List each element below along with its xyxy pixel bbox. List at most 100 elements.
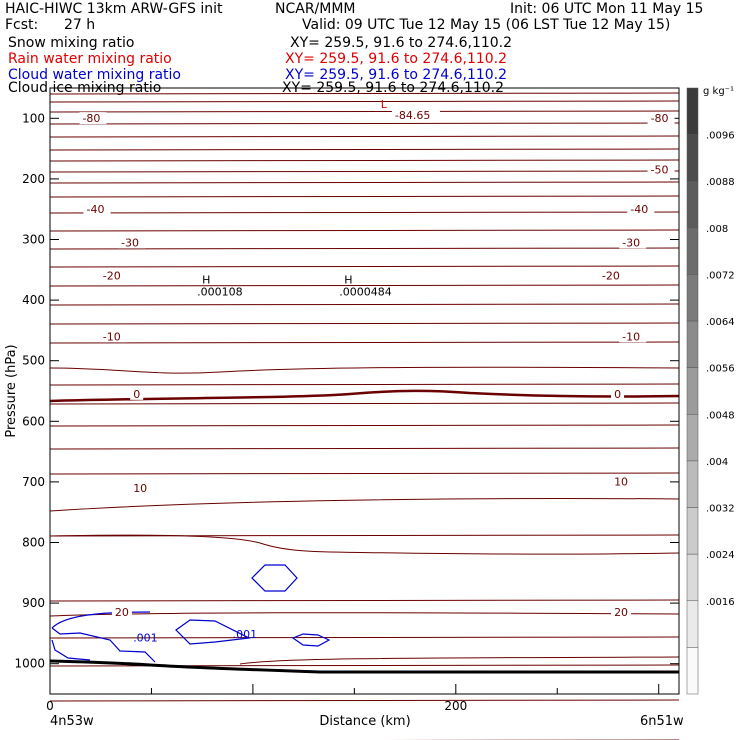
isotherm-line xyxy=(239,656,680,665)
isotherm-line xyxy=(49,472,680,475)
y-tick-label: 400 xyxy=(22,293,45,307)
y-tick-label: 500 xyxy=(22,354,45,368)
fcst-label: Fcst: xyxy=(5,17,39,33)
cloud-water-label: .001 xyxy=(233,628,258,641)
model-title: HAIC-HIWC 13km ARW-GFS init xyxy=(5,1,223,17)
label-bg xyxy=(647,112,675,125)
isotherm-line xyxy=(49,599,680,602)
extremum-marker: H xyxy=(202,274,210,287)
isotherm-line xyxy=(49,402,680,405)
label-bg xyxy=(647,163,675,176)
label-bg xyxy=(611,606,632,619)
y-tick-label: 100 xyxy=(22,111,45,125)
temperature-label: -10 xyxy=(622,330,640,343)
terrain-line xyxy=(49,659,679,674)
isotherm-line xyxy=(49,110,680,113)
org-label: NCAR/MMM xyxy=(275,1,356,17)
colorbar-tick-label: .0096 xyxy=(706,131,735,142)
isotherm-line xyxy=(49,383,680,386)
label-bg xyxy=(619,236,647,249)
isotherm-line xyxy=(49,699,680,702)
colorbar-swatch xyxy=(686,367,699,415)
cloud-water-labels: .001 .001 xyxy=(133,628,257,644)
y-tick-label: 700 xyxy=(22,475,45,489)
colorbar-tick-label: .0072 xyxy=(706,270,735,281)
isotherm-line xyxy=(49,366,680,374)
label-bg xyxy=(79,112,107,125)
extremum-value: .0000484 xyxy=(339,286,392,299)
label-bg xyxy=(118,236,146,249)
isotherm-line xyxy=(49,122,680,125)
label-bg xyxy=(99,269,127,282)
cloud-water-contour xyxy=(291,633,331,647)
temperature-label: 20 xyxy=(115,606,129,619)
temperature-label: -40 xyxy=(630,203,648,216)
extremum-marker: H xyxy=(344,274,352,287)
label-bg xyxy=(627,203,655,216)
temperature-label: -30 xyxy=(622,236,640,249)
colorbar-tick-label: .004 xyxy=(706,457,728,468)
colorbar: .0096 .0088 .008 .0072 .0064 .0056 .0048 .004 .0… xyxy=(686,87,735,695)
isotherm-line xyxy=(49,92,680,95)
colorbar-swatch xyxy=(686,87,699,135)
temperature-label: -10 xyxy=(103,330,121,343)
colorbar-swatch xyxy=(686,460,699,508)
valid-time: Valid: 09 UTC Tue 12 May 15 (06 LST Tue … xyxy=(302,17,671,33)
label-bg xyxy=(619,330,647,343)
isotherm-line xyxy=(49,170,680,173)
isotherm-zero-line xyxy=(49,389,680,403)
isotherm-line xyxy=(49,424,680,427)
y-tick-label: 900 xyxy=(22,596,45,610)
x-endpoint-right: 6n51w xyxy=(640,714,684,729)
y-axis-title: Pressure (hPa) xyxy=(4,344,19,437)
temperature-label: -20 xyxy=(602,270,620,283)
label-bg xyxy=(83,203,111,216)
colorbar-swatch xyxy=(686,134,699,182)
temperature-labels: -80 -84.65 -80 -50 -40 -40 -30 -30 -20 -20 -10 -10 0… xyxy=(79,109,675,619)
isotherm-line xyxy=(49,135,680,138)
colorbar-tick-label: .008 xyxy=(706,224,728,235)
y-tick-label: 1000 xyxy=(14,657,45,671)
colorbar-swatch xyxy=(686,274,699,322)
isotherm-line xyxy=(49,229,680,232)
colorbar-unit: g kg⁻¹ xyxy=(703,86,734,97)
isotherm-line xyxy=(49,159,680,162)
label-bg xyxy=(130,481,151,494)
isotherm-line xyxy=(49,100,680,103)
label-bg xyxy=(598,269,626,282)
temperature-label: 0 xyxy=(133,388,140,401)
cloud-water-contour xyxy=(175,619,252,645)
colorbar-swatch xyxy=(686,647,699,695)
colorbar-tick-label: .0024 xyxy=(706,550,735,561)
isotherm-line xyxy=(49,612,680,617)
isotherm-line xyxy=(49,498,680,512)
y-tick-label: 300 xyxy=(22,233,45,247)
field-name-cloud-water: Cloud water mixing ratio xyxy=(8,67,181,83)
isotherm-line xyxy=(49,341,680,344)
y-tick-label: 200 xyxy=(22,172,45,186)
colorbar-swatch xyxy=(686,414,699,462)
field-name-rain: Rain water mixing ratio xyxy=(8,51,172,67)
colorbar-swatch xyxy=(686,320,699,368)
y-tick-label: 800 xyxy=(22,536,45,550)
x-axis: 0 200 xyxy=(46,684,660,713)
isotherm-line xyxy=(49,534,680,555)
label-bg xyxy=(130,387,144,400)
label-bg xyxy=(611,475,632,488)
temperature-label: 10 xyxy=(614,476,628,489)
colorbar-tick-label: .0032 xyxy=(706,504,735,515)
isotherm-line xyxy=(49,447,680,450)
isotherm-line xyxy=(49,211,680,214)
label-bg xyxy=(391,109,440,122)
temperature-label: -30 xyxy=(121,236,139,249)
field-xy-rain: XY= 259.5, 91.6 to 274.6,110.2 xyxy=(285,51,508,67)
fcst-value: 27 h xyxy=(64,17,96,33)
isotherm-line xyxy=(49,148,680,151)
cloud-water-label: .001 xyxy=(133,631,158,644)
y-tick-label: 600 xyxy=(22,414,45,428)
field-xy-snow: XY= 259.5, 91.6 to 274.6,110.2 xyxy=(290,35,513,51)
isotherm-line xyxy=(49,322,680,325)
